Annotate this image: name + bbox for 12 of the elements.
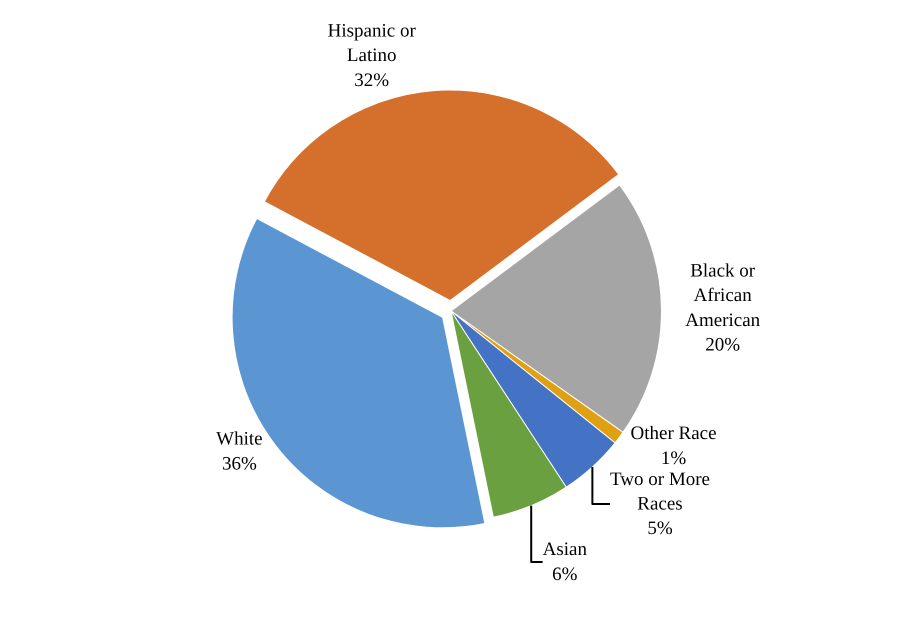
slice-label: Black or African American xyxy=(685,260,761,331)
data-label: 6% xyxy=(552,564,578,585)
slice-label: White xyxy=(216,428,263,450)
slice-label: Other Race xyxy=(630,423,717,444)
slice-label: Asian xyxy=(542,539,588,560)
data-label: 32% xyxy=(354,70,390,91)
data-label: 36% xyxy=(222,453,257,474)
data-label: 5% xyxy=(647,518,673,540)
slice-label: Two or More Races xyxy=(610,468,710,514)
data-label: 20% xyxy=(705,334,740,356)
data-label: 1% xyxy=(660,448,686,469)
slice-label: Hispanic or Latino xyxy=(328,20,416,66)
